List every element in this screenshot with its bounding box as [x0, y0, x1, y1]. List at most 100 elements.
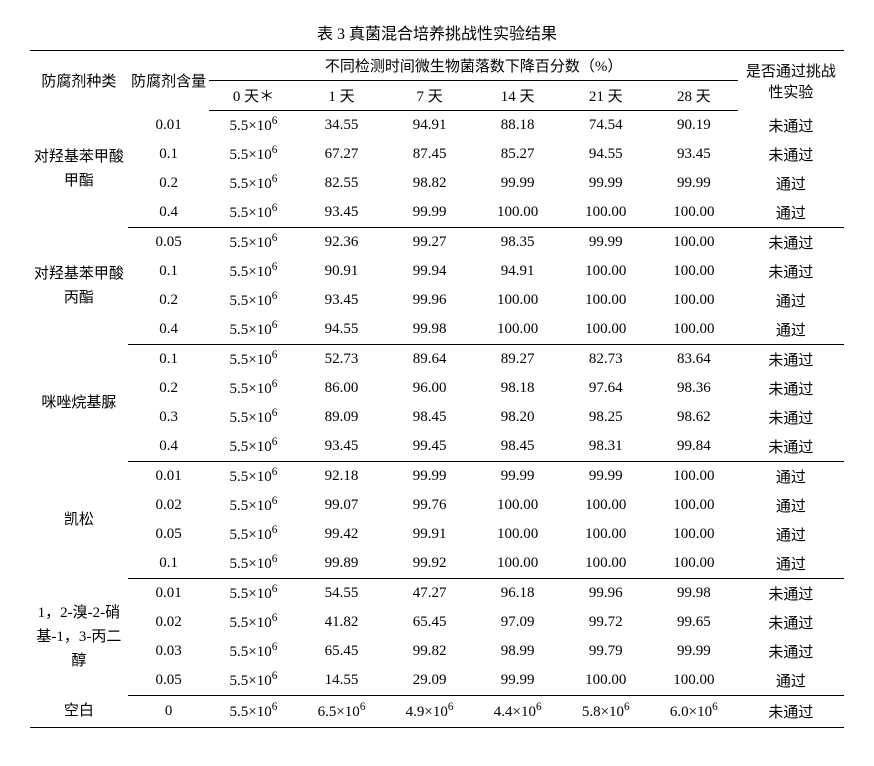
cell-value: 100.00 [650, 227, 738, 257]
cell-value: 100.00 [562, 549, 650, 579]
cell-amount: 0.4 [128, 198, 210, 228]
preservative-name: 对羟基苯甲酸甲酯 [30, 111, 128, 228]
cell-value: 98.20 [474, 403, 562, 432]
cell-amount: 0.1 [128, 257, 210, 286]
table-row: 0.15.5×10667.2787.4585.2794.5593.45未通过 [30, 140, 844, 169]
cell-value: 99.45 [386, 432, 474, 462]
cell-value: 82.55 [297, 169, 385, 198]
cell-result: 通过 [738, 491, 844, 520]
table-row: 0.35.5×10689.0998.4598.2098.2598.62未通过 [30, 403, 844, 432]
results-table: 防腐剂种类 防腐剂含量 不同检测时间微生物菌落数下降百分数（%） 是否通过挑战性… [30, 50, 844, 728]
cell-value: 100.00 [562, 198, 650, 228]
cell-result: 未通过 [738, 140, 844, 169]
cell-value: 100.00 [474, 286, 562, 315]
col-day-1: 1 天 [297, 81, 385, 111]
table-row: 0.25.5×10693.4599.96100.00100.00100.00通过 [30, 286, 844, 315]
cell-value: 100.00 [650, 491, 738, 520]
cell-value: 99.98 [386, 315, 474, 345]
col-day-21: 21 天 [562, 81, 650, 111]
cell-value: 93.45 [297, 432, 385, 462]
cell-value: 100.00 [562, 257, 650, 286]
cell-value: 99.98 [650, 578, 738, 608]
cell-value: 97.64 [562, 374, 650, 403]
cell-amount: 0.01 [128, 461, 210, 491]
cell-amount: 0.01 [128, 578, 210, 608]
table-row: 0.15.5×10690.9199.9494.91100.00100.00未通过 [30, 257, 844, 286]
col-preservative-type: 防腐剂种类 [30, 51, 128, 111]
cell-amount: 0.3 [128, 403, 210, 432]
cell-value: 99.76 [386, 491, 474, 520]
cell-amount: 0.01 [128, 111, 210, 140]
cell-value: 98.82 [386, 169, 474, 198]
col-result: 是否通过挑战性实验 [738, 51, 844, 111]
cell-value: 100.00 [650, 257, 738, 286]
cell-result: 通过 [738, 549, 844, 579]
table-row: 0.45.5×10693.4599.99100.00100.00100.00通过 [30, 198, 844, 228]
cell-day0: 5.5×106 [209, 169, 297, 198]
cell-value: 6.0×106 [650, 695, 738, 728]
cell-value: 100.00 [562, 666, 650, 696]
cell-value: 4.4×106 [474, 695, 562, 728]
table-row: 0.055.5×10614.5529.0999.99100.00100.00通过 [30, 666, 844, 696]
cell-result: 未通过 [738, 578, 844, 608]
cell-value: 100.00 [650, 520, 738, 549]
cell-value: 100.00 [650, 461, 738, 491]
cell-value: 99.99 [650, 169, 738, 198]
cell-value: 100.00 [562, 286, 650, 315]
table-row: 0.025.5×10641.8265.4597.0999.7299.65未通过 [30, 608, 844, 637]
cell-day0: 5.5×106 [209, 549, 297, 579]
cell-value: 86.00 [297, 374, 385, 403]
cell-value: 65.45 [297, 637, 385, 666]
cell-value: 99.99 [474, 169, 562, 198]
cell-value: 88.18 [474, 111, 562, 140]
table-row: 0.035.5×10665.4599.8298.9999.7999.99未通过 [30, 637, 844, 666]
cell-result: 未通过 [738, 111, 844, 140]
cell-value: 100.00 [650, 666, 738, 696]
cell-value: 34.55 [297, 111, 385, 140]
cell-value: 99.84 [650, 432, 738, 462]
cell-day0: 5.5×106 [209, 491, 297, 520]
cell-value: 92.18 [297, 461, 385, 491]
cell-value: 94.91 [386, 111, 474, 140]
col-day-7: 7 天 [386, 81, 474, 111]
cell-value: 99.96 [386, 286, 474, 315]
cell-amount: 0 [128, 695, 210, 728]
cell-result: 通过 [738, 666, 844, 696]
cell-value: 83.64 [650, 344, 738, 374]
cell-day0: 5.5×106 [209, 637, 297, 666]
cell-value: 93.45 [297, 198, 385, 228]
cell-value: 99.79 [562, 637, 650, 666]
cell-amount: 0.4 [128, 432, 210, 462]
cell-value: 99.42 [297, 520, 385, 549]
table-row: 对羟基苯甲酸甲酯0.015.5×10634.5594.9188.1874.549… [30, 111, 844, 140]
cell-amount: 0.02 [128, 491, 210, 520]
col-preservative-amount: 防腐剂含量 [128, 51, 210, 111]
col-days-span: 不同检测时间微生物菌落数下降百分数（%） [209, 51, 737, 81]
cell-value: 98.99 [474, 637, 562, 666]
cell-value: 89.64 [386, 344, 474, 374]
cell-value: 89.27 [474, 344, 562, 374]
cell-value: 85.27 [474, 140, 562, 169]
cell-value: 100.00 [474, 520, 562, 549]
cell-value: 100.00 [650, 198, 738, 228]
cell-day0: 5.5×106 [209, 344, 297, 374]
cell-value: 100.00 [650, 315, 738, 345]
cell-amount: 0.4 [128, 315, 210, 345]
cell-value: 100.00 [562, 491, 650, 520]
cell-amount: 0.1 [128, 549, 210, 579]
table-row: 0.45.5×10693.4599.4598.4598.3199.84未通过 [30, 432, 844, 462]
cell-value: 99.65 [650, 608, 738, 637]
table-row: 1，2-溴-2-硝基-1，3-丙二醇0.015.5×10654.5547.279… [30, 578, 844, 608]
cell-value: 99.91 [386, 520, 474, 549]
cell-value: 67.27 [297, 140, 385, 169]
cell-value: 98.45 [386, 403, 474, 432]
cell-value: 92.36 [297, 227, 385, 257]
cell-value: 82.73 [562, 344, 650, 374]
cell-result: 未通过 [738, 227, 844, 257]
cell-value: 93.45 [650, 140, 738, 169]
cell-value: 5.8×106 [562, 695, 650, 728]
cell-day0: 5.5×106 [209, 608, 297, 637]
cell-result: 未通过 [738, 432, 844, 462]
cell-value: 29.09 [386, 666, 474, 696]
cell-value: 65.45 [386, 608, 474, 637]
